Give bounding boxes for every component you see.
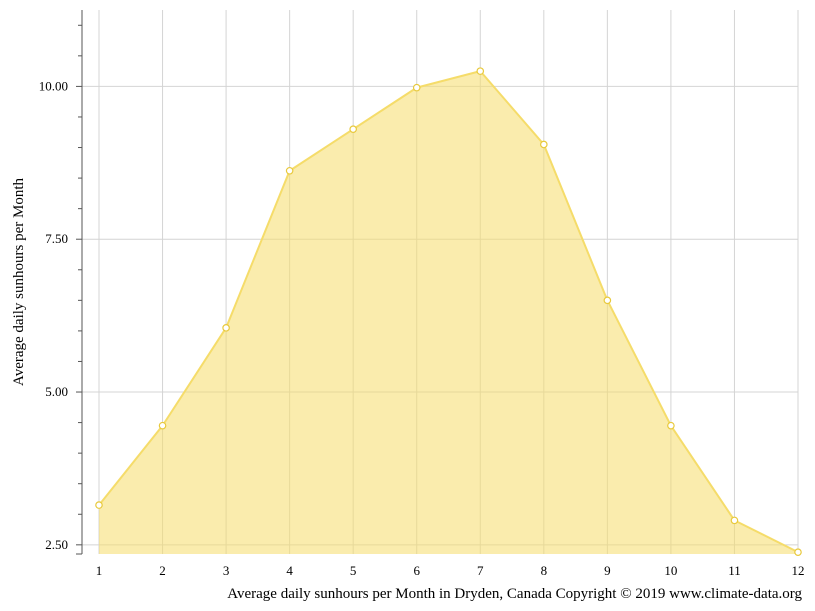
data-point xyxy=(540,140,548,149)
x-tick-label: 10 xyxy=(664,563,677,578)
x-axis-title: Average daily sunhours per Month in Dryd… xyxy=(227,586,802,602)
x-tick-label: 2 xyxy=(159,563,166,578)
data-point xyxy=(412,83,421,92)
data-point xyxy=(158,421,167,430)
x-tick-label: 4 xyxy=(286,563,293,578)
y-tick-label: 7.50 xyxy=(45,231,68,246)
x-tick-label: 5 xyxy=(350,563,357,578)
axes xyxy=(76,10,83,555)
data-point xyxy=(285,166,294,175)
y-tick-label: 2.50 xyxy=(45,537,68,552)
x-tick-label: 7 xyxy=(477,563,484,578)
data-point xyxy=(603,296,612,305)
data-point xyxy=(667,421,675,430)
data-points xyxy=(95,67,802,556)
x-tick-label: 12 xyxy=(792,563,805,578)
x-tick-label: 3 xyxy=(223,563,230,578)
y-axis-title: Average daily sunhours per Month xyxy=(11,178,27,387)
data-point xyxy=(476,67,485,75)
y-tick-label: 10.00 xyxy=(39,78,68,93)
data-point xyxy=(349,125,357,133)
x-tick-label: 8 xyxy=(541,563,548,578)
x-tick-label: 6 xyxy=(413,563,420,578)
data-point xyxy=(730,516,739,525)
y-tick-label: 5.00 xyxy=(45,384,68,399)
x-tick-label: 1 xyxy=(96,563,103,578)
data-point xyxy=(95,501,103,509)
x-tick-label: 11 xyxy=(728,563,741,578)
data-point xyxy=(794,548,802,556)
area-layer xyxy=(98,70,799,554)
data-point xyxy=(222,324,230,332)
series-area xyxy=(99,71,798,554)
series-line xyxy=(98,70,799,554)
x-tick-label: 9 xyxy=(604,563,611,578)
